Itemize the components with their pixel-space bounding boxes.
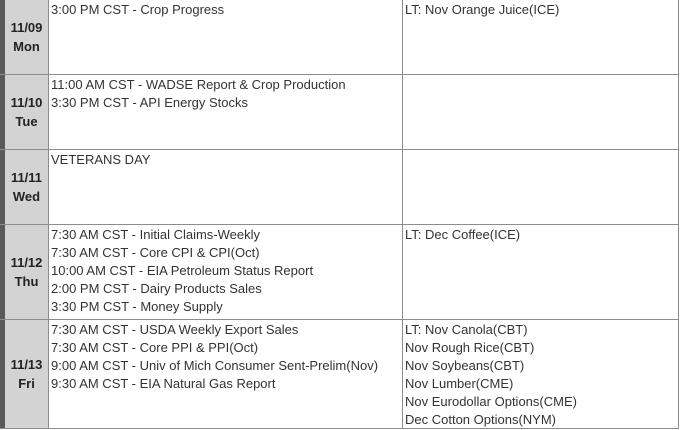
expiration: Nov Lumber(CME) (405, 376, 514, 391)
event: 3:00 PM CST - Crop Progress (51, 2, 225, 17)
date: 11/10 (10, 95, 43, 110)
event: 3:30 PM CST - API Energy Stocks (51, 95, 249, 110)
expirations-cell: LT: Nov Orange Juice(ICE) (402, 0, 679, 74)
date: 11/09 (10, 20, 43, 35)
expiration: Nov Eurodollar Options(CME) (405, 394, 577, 409)
calendar-row: 11/09 Mon 3:00 PM CST - Crop Progress LT: N… (0, 0, 679, 75)
events-cell: VETERANS DAY (48, 150, 402, 224)
date-cell: 11/10 Tue (0, 75, 48, 149)
event: 7:30 AM CST - USDA Weekly Export Sales (51, 322, 299, 337)
events-cell: 7:30 AM CST - Initial Claims-Weekly 7:30 … (48, 225, 402, 319)
event: 9:30 AM CST - EIA Natural Gas Report (51, 376, 276, 391)
expiration: LT: Nov Canola(CBT) (405, 322, 528, 337)
date-cell: 11/13 Fri (0, 320, 48, 428)
date-cell: 11/09 Mon (0, 0, 48, 74)
event: 3:30 PM CST - Money Supply (51, 299, 223, 314)
calendar-row: 11/10 Tue 11:00 AM CST - WADSE Report & Cr… (0, 75, 679, 150)
event: 7:30 AM CST - Core CPI & CPI(Oct) (51, 245, 260, 260)
calendar-row: 11/13 Fri 7:30 AM CST - USDA Weekly Export… (0, 320, 679, 429)
events-cell: 3:00 PM CST - Crop Progress (48, 0, 402, 74)
date-cell: 11/12 Thu (0, 225, 48, 319)
event: 2:00 PM CST - Dairy Products Sales (51, 281, 262, 296)
event: VETERANS DAY (51, 152, 151, 167)
expiration: Dec Cotton Options(NYM) (405, 412, 556, 427)
expiration: LT: Dec Coffee(ICE) (405, 227, 521, 242)
expirations-cell: LT: Dec Coffee(ICE) (402, 225, 679, 319)
weekday: Wed (12, 189, 41, 204)
weekday: Mon (13, 39, 40, 54)
expirations-cell (402, 75, 679, 149)
expirations-cell: LT: Nov Canola(CBT) Nov Rough Rice(CBT) No… (402, 320, 679, 428)
calendar-row: 11/12 Thu 7:30 AM CST - Initial Claims-Wee… (0, 225, 679, 320)
expiration: Nov Soybeans(CBT) (405, 358, 525, 373)
calendar-row: 11/11 Wed VETERANS DAY (0, 150, 679, 225)
event: 7:30 AM CST - Initial Claims-Weekly (51, 227, 261, 242)
events-cell: 11:00 AM CST - WADSE Report & Crop Produ… (48, 75, 402, 149)
expiration: Nov Rough Rice(CBT) (405, 340, 535, 355)
expiration: LT: Nov Orange Juice(ICE) (405, 2, 560, 17)
event: 9:00 AM CST - Univ of Mich Consumer Sent… (51, 358, 379, 373)
date: 11/12 (10, 255, 43, 270)
weekday: Tue (15, 114, 38, 129)
expirations-cell (402, 150, 679, 224)
date: 11/13 (10, 357, 43, 372)
event: 10:00 AM CST - EIA Petroleum Status Repo… (51, 263, 314, 278)
weekday: Thu (14, 274, 39, 289)
event: 7:30 AM CST - Core PPI & PPI(Oct) (51, 340, 259, 355)
date: 11/11 (10, 170, 43, 185)
event: 11:00 AM CST - WADSE Report & Crop Produ… (51, 77, 346, 92)
weekday: Fri (18, 376, 35, 391)
events-cell: 7:30 AM CST - USDA Weekly Export Sales 7:… (48, 320, 402, 428)
date-cell: 11/11 Wed (0, 150, 48, 224)
